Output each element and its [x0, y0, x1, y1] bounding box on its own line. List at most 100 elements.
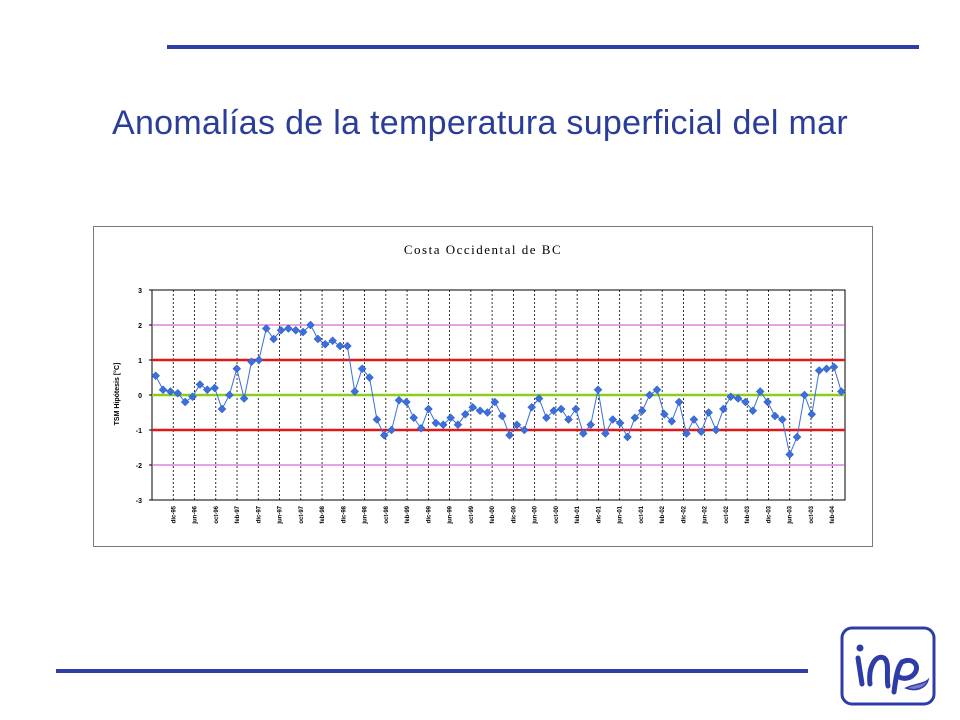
chart-title: Costa Occidental de BC	[404, 242, 562, 257]
data-point	[173, 388, 183, 398]
data-point	[534, 394, 544, 403]
data-point	[814, 366, 824, 375]
y-tick-label: 2	[138, 323, 142, 330]
x-tick-label: dic-99	[426, 505, 432, 523]
slide-title: Anomalías de la temperatura superficial …	[111, 104, 848, 142]
data-point	[719, 404, 728, 414]
x-tick-label: feb-02	[660, 505, 666, 523]
y-axis-label: TSM Hipótesis [°C]	[113, 363, 121, 426]
x-tick-label: jun-98	[363, 505, 369, 524]
data-point	[549, 406, 559, 416]
data-point	[180, 397, 190, 407]
chart: Costa Occidental de BC TSM Hipótesis [°C…	[113, 242, 846, 525]
data-point	[770, 411, 780, 421]
data-point	[615, 418, 625, 428]
x-tick-label: jun-01	[618, 505, 624, 524]
data-point	[409, 413, 419, 423]
data-point	[800, 390, 809, 400]
x-tick-label: feb-03	[745, 505, 751, 523]
data-point	[807, 409, 817, 419]
data-point	[254, 355, 264, 365]
data-point	[637, 406, 647, 416]
data-point	[372, 415, 382, 424]
data-point	[313, 334, 323, 344]
data-point	[829, 362, 839, 372]
data-point	[711, 425, 721, 435]
x-tick-label: oct-99	[469, 505, 475, 523]
data-point	[822, 364, 831, 374]
data-point	[542, 413, 551, 423]
plot-area: 3 2 1 0 -1 -2 -3 dic-95 jun-96 oct-96 feb-97 dic-97…	[136, 288, 846, 525]
x-tick-label: dic-95	[171, 505, 177, 523]
data-point	[158, 385, 168, 395]
data-point	[763, 397, 772, 407]
y-tick-label: -1	[136, 428, 142, 435]
data-point	[284, 324, 293, 333]
y-tick-label: 3	[138, 288, 142, 295]
x-tick-label: dic-03	[766, 505, 772, 523]
data-point	[151, 371, 161, 381]
data-point	[682, 429, 691, 438]
data-point	[660, 409, 669, 419]
data-point	[578, 429, 588, 438]
x-tick-label: feb-98	[320, 505, 326, 523]
data-point	[836, 387, 846, 396]
bottom-rule	[56, 669, 808, 673]
data-point	[306, 320, 315, 330]
data-point	[343, 341, 352, 351]
data-point	[365, 373, 374, 382]
data-point	[239, 394, 249, 403]
data-point	[416, 423, 426, 433]
y-tick-label: -2	[136, 463, 142, 470]
data-point	[269, 334, 278, 344]
x-tick-label: dic-01	[596, 505, 602, 523]
data-point	[490, 397, 500, 407]
top-rule	[167, 45, 919, 49]
data-point	[630, 413, 640, 423]
data-point	[704, 408, 713, 417]
data-point	[674, 397, 684, 407]
x-tick-label: oct-02	[724, 505, 730, 523]
x-tick-label: jun-00	[533, 505, 539, 524]
chart-frame: Costa Occidental de BC TSM Hipótesis [°C…	[93, 226, 873, 547]
data-point	[645, 390, 654, 400]
x-tick-label: jun-99	[448, 505, 454, 524]
data-point	[431, 418, 441, 428]
x-tick-label: feb-97	[235, 505, 241, 523]
x-tick-label: oct-00	[554, 505, 560, 523]
data-point	[564, 415, 573, 424]
data-point	[667, 416, 677, 426]
x-tick-label: dic-97	[256, 505, 262, 523]
x-tick-label: feb-01	[575, 505, 581, 523]
data-point	[468, 402, 478, 412]
data-point	[755, 387, 765, 396]
data-point	[202, 385, 212, 395]
x-tick-label: oct-98	[384, 505, 390, 523]
data-point	[475, 406, 485, 416]
data-point	[696, 427, 706, 437]
data-point	[195, 380, 205, 389]
data-point	[232, 364, 242, 374]
data-point	[379, 430, 389, 440]
x-tick-label: oct-01	[639, 505, 645, 523]
x-tick-label: oct-96	[214, 505, 220, 523]
x-tick-label: oct-97	[299, 505, 305, 523]
data-point	[601, 429, 610, 438]
data-point	[261, 324, 271, 333]
data-point	[726, 392, 736, 402]
data-point	[357, 364, 367, 374]
y-tick-label: 0	[138, 393, 142, 400]
data-point	[505, 430, 514, 440]
data-point	[446, 413, 455, 423]
data-point	[276, 325, 286, 335]
series-line	[155, 324, 842, 457]
y-tick-label: 1	[138, 358, 142, 365]
x-tick-label: feb-04	[830, 505, 836, 523]
data-point	[320, 339, 330, 349]
data-point	[748, 406, 758, 416]
data-point	[785, 450, 795, 459]
data-point	[166, 387, 175, 396]
x-tick-label: jun-96	[193, 505, 199, 524]
data-point	[623, 432, 632, 442]
x-tick-label: jun-03	[788, 505, 794, 524]
